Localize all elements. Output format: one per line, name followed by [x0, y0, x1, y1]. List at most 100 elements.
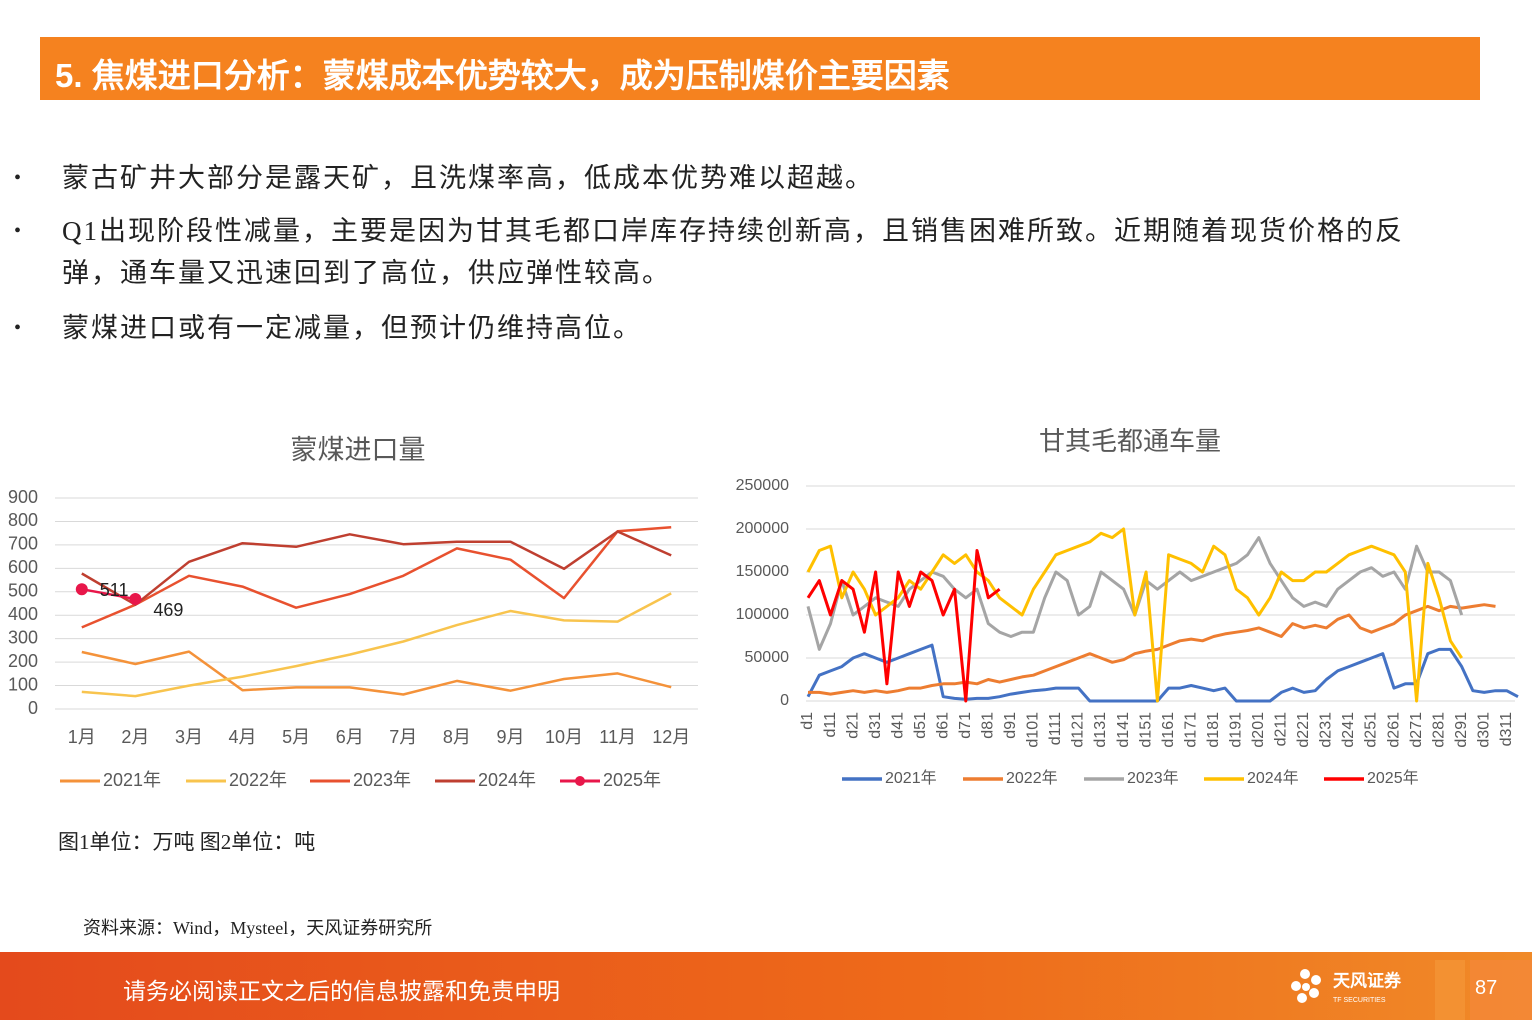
x-tick-label: d161 [1160, 712, 1177, 748]
x-tick-label: d231 [1318, 712, 1335, 748]
y-tick-label: 200000 [736, 520, 789, 537]
page-number: 87 [1475, 977, 1498, 999]
x-tick-label: d131 [1092, 712, 1109, 748]
data-label: 511 [100, 580, 129, 600]
x-tick-label: d11 [822, 712, 839, 738]
y-tick-label: 400 [8, 604, 38, 624]
y-tick-label: 600 [8, 557, 38, 577]
x-tick-label: d201 [1250, 712, 1267, 748]
x-tick-label: d171 [1182, 712, 1199, 748]
x-tick-label: d41 [889, 712, 906, 739]
y-tick-label: 200 [8, 651, 38, 671]
x-tick-label: d271 [1408, 712, 1425, 748]
series-line [81, 592, 672, 698]
logo: 天风证券 TF SECURITIES [1291, 960, 1532, 1020]
x-tick-label: 5月 [282, 727, 310, 747]
legend-label: 2022年 [229, 770, 287, 790]
y-tick-label: 300 [8, 627, 38, 647]
legend-label: 2021年 [885, 769, 937, 787]
x-tick-label: 8月 [443, 727, 471, 747]
source: 资料来源：Wind，Mysteel，天风证券研究所 [83, 918, 433, 938]
chart-title: 蒙煤进口量 [291, 435, 426, 465]
x-tick-label: d211 [1273, 712, 1290, 747]
x-tick-label: 9月 [496, 727, 524, 747]
y-tick-label: 150000 [736, 563, 789, 580]
x-tick-label: 2月 [121, 727, 149, 747]
bullet: • Q1出现阶段性减量，主要是因为甘其毛都口岸库存持续创新高，且销售困难所致。近期… [14, 210, 1414, 294]
x-tick-label: d91 [1002, 712, 1019, 739]
x-tick-label: d281 [1430, 712, 1447, 748]
header-title: 5. 焦煤进口分析：蒙煤成本优势较大，成为压制煤价主要因素 [55, 57, 950, 94]
x-tick-label: d31 [867, 712, 884, 739]
deco [1435, 960, 1465, 1020]
y-tick-label: 500 [8, 581, 38, 601]
legend-label: 2025年 [603, 770, 661, 790]
x-tick-label: 11月 [599, 727, 636, 747]
y-tick-label: 900 [8, 487, 38, 507]
legend-label: 2024年 [1247, 769, 1299, 787]
bullet-text: Q1出现阶段性减量，主要是因为甘其毛都口岸库存持续创新高，且销售困难所致。近期随… [62, 216, 1404, 288]
x-tick-label: d61 [934, 712, 951, 739]
x-tick-label: d151 [1137, 712, 1154, 748]
chart-title: 甘其毛都通车量 [1039, 426, 1221, 456]
legend-label: 2025年 [1367, 769, 1419, 787]
y-tick-label: 50000 [745, 649, 790, 666]
legend-label: 2023年 [1127, 769, 1179, 787]
legend-label: 2021年 [103, 770, 161, 790]
bullet: • 蒙煤进口或有一定减量，但预计仍维持高位。 [14, 307, 1414, 349]
x-tick-label: d111 [1047, 712, 1064, 745]
x-tick-label: d121 [1070, 712, 1087, 748]
x-tick-label: d21 [844, 712, 861, 739]
x-tick-label: d141 [1115, 712, 1132, 748]
y-tick-label: 250000 [736, 477, 789, 494]
x-tick-label: d1 [799, 712, 816, 730]
y-tick-label: 0 [28, 698, 38, 718]
x-tick-label: d291 [1453, 712, 1470, 748]
bullet-text: 蒙煤进口或有一定减量，但预计仍维持高位。 [62, 313, 642, 343]
x-tick-label: d191 [1227, 712, 1244, 748]
x-tick-label: d301 [1475, 712, 1492, 748]
x-tick-label: 7月 [389, 727, 417, 747]
point [129, 593, 142, 606]
x-tick-label: d221 [1295, 712, 1312, 748]
x-tick-label: d101 [1025, 712, 1042, 748]
x-tick-label: d251 [1363, 712, 1380, 748]
x-tick-label: d311 [1498, 712, 1515, 747]
logo-en: TF SECURITIES [1333, 997, 1386, 1004]
y-tick-label: 100 [8, 674, 38, 694]
series-line [81, 587, 136, 601]
series-line [806, 643, 1519, 703]
series-line [806, 549, 1001, 703]
logo-text: 天风证券 [1333, 970, 1402, 990]
data-label: 469 [153, 600, 183, 620]
legend-label: 2023年 [353, 770, 411, 790]
x-tick-label: d261 [1385, 712, 1402, 748]
disclaimer: 请务必阅读正文之后的信息披露和免责申明 [123, 978, 560, 1004]
point [75, 583, 88, 596]
y-tick-label: 0 [780, 692, 789, 709]
series-line [81, 526, 672, 629]
logo-icon [1291, 969, 1321, 1003]
x-tick-label: 1月 [68, 727, 96, 747]
y-tick-label: 100000 [736, 606, 789, 623]
footer: 请务必阅读正文之后的信息披露和免责申明 天风证券 TF SECURITIES 8… [0, 952, 1532, 1020]
x-tick-label: d181 [1205, 712, 1222, 748]
x-tick-label: 6月 [336, 727, 364, 747]
x-tick-label: d241 [1340, 712, 1357, 748]
charts: 蒙煤进口量 0 100 200 300 400 500 600 700 800 900 1月 2月 3月 4… [8, 426, 1519, 790]
y-tick-label: 800 [8, 510, 38, 530]
legend-label: 2024年 [478, 770, 536, 790]
header-bar: 5. 焦煤进口分析：蒙煤成本优势较大，成为压制煤价主要因素 [40, 37, 1480, 100]
legend-marker [575, 776, 585, 786]
x-tick-label: d71 [957, 712, 974, 739]
series-line [81, 530, 672, 606]
x-tick-label: 12月 [652, 727, 690, 747]
x-tick-label: 4月 [229, 727, 257, 747]
x-tick-label: d51 [912, 712, 929, 739]
deco [1470, 960, 1532, 1020]
caption: 图1单位：万吨 图2单位：吨 [58, 830, 316, 854]
x-tick-label: 3月 [175, 727, 203, 747]
bullet: • 蒙古矿井大部分是露天矿，且洗煤率高，低成本优势难以超越。 [14, 157, 1414, 199]
x-tick-label: d81 [980, 712, 997, 739]
